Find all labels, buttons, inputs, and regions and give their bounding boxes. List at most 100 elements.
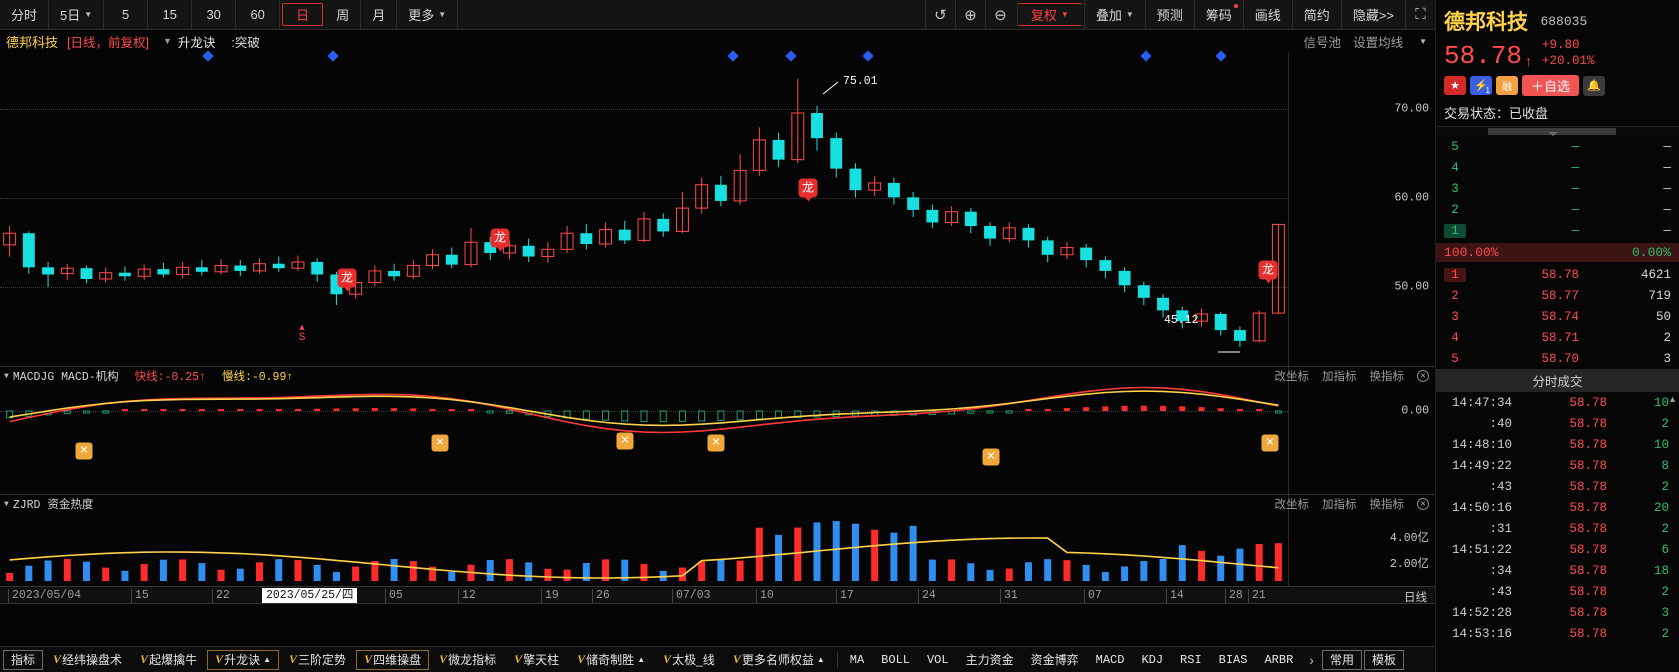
buy-order-row[interactable]: 4 58.71 2 <box>1444 327 1671 348</box>
zjrd-change-axis-button[interactable]: 改坐标 <box>1274 499 1310 512</box>
indicator-tab-9[interactable]: ARBR <box>1264 652 1294 667</box>
tick-row: 14:53:16 58.78 2 <box>1436 623 1679 644</box>
strategy-tab-3[interactable]: V 三阶定势 <box>281 650 354 670</box>
scroll-up-icon[interactable]: ▲ <box>1668 394 1677 405</box>
quote-price-row: 58.78 ↑ +9.80 +20.01% <box>1436 36 1679 69</box>
v-icon: V <box>289 652 298 666</box>
period-5day[interactable]: 5日 ▼ <box>49 0 105 29</box>
template-button[interactable]: 模板 <box>1363 649 1404 670</box>
strategy-tab-1[interactable]: V 起爆擒牛 <box>132 650 205 670</box>
period-week[interactable]: 周 <box>325 0 362 29</box>
strategy-tab-6[interactable]: V 擎天柱 <box>506 650 567 670</box>
period-month-label: 月 <box>372 8 386 23</box>
forecast-button[interactable]: 预测 <box>1144 0 1194 29</box>
quote-change-group: +9.80 +20.01% <box>1542 38 1595 69</box>
chevron-down-icon[interactable]: ▼ <box>1419 36 1427 46</box>
period-15min[interactable]: 15 <box>148 0 193 29</box>
strategy-tab-5[interactable]: V 微龙指标 <box>431 650 504 670</box>
indicator-button[interactable]: 指标 <box>3 649 44 670</box>
tick-volume: 10 <box>1653 395 1669 410</box>
strategy-tab-8[interactable]: V 太极_线 <box>655 650 723 670</box>
indicator-tab-6[interactable]: KDJ <box>1141 652 1164 667</box>
tick-price: 58.78 <box>1569 605 1607 620</box>
macd-switch-indicator-button[interactable]: 换指标 <box>1369 371 1405 384</box>
fullscreen-icon[interactable]: ⛶ <box>1405 0 1435 29</box>
strategy-tab-9[interactable]: V 更多名师权益 ▲ <box>725 650 833 670</box>
draw-line-button[interactable]: 画线 <box>1242 0 1292 29</box>
strategy-tab-7[interactable]: V 储奇制胜 ▲ <box>569 650 653 670</box>
hide-button[interactable]: 隐藏>> <box>1340 0 1405 29</box>
indicator-tab-5[interactable]: MACD <box>1095 652 1125 667</box>
overlay-button[interactable]: 叠加 ▼ <box>1083 0 1145 29</box>
sell-order-row[interactable]: 5 — — <box>1444 136 1671 157</box>
indicator-tab-4[interactable]: 资金博弈 <box>1030 653 1079 667</box>
close-icon[interactable]: ✕ <box>1417 498 1429 510</box>
strategy-tab-2[interactable]: V 升龙诀 ▲ <box>207 649 280 670</box>
zjrd-pane-body: 4.00亿 2.00亿 <box>0 495 1435 586</box>
macd-cross-marker-4: ✕ <box>982 448 1000 466</box>
adjust-price-button[interactable]: 复权 ▼ <box>1016 3 1082 26</box>
macd-pane-controls: 改坐标 加指标 换指标 ✕ <box>1275 368 1436 384</box>
sell-order-row[interactable]: 1 — — <box>1444 220 1671 241</box>
period-fenshi[interactable]: 分时 <box>0 0 50 29</box>
period-5min[interactable]: 5 <box>104 0 149 29</box>
period-month[interactable]: 月 <box>361 0 398 29</box>
macd-cross-marker-0: ✕ <box>75 442 93 460</box>
period-more[interactable]: 更多 ▼ <box>397 0 459 29</box>
period-day[interactable]: 日 <box>282 3 324 26</box>
close-icon[interactable]: ✕ <box>1417 370 1429 382</box>
period-week-label: 周 <box>336 8 350 23</box>
strategy-tab-label: 起爆擒牛 <box>149 653 198 667</box>
sell-price: — <box>1571 181 1579 196</box>
set-ma-button[interactable]: 设置均线 <box>1353 35 1404 50</box>
sell-order-row[interactable]: 2 — — <box>1444 199 1671 220</box>
buy-order-row[interactable]: 2 58.77 719 <box>1444 285 1671 306</box>
macd-axis-separator <box>1288 367 1289 494</box>
indicator-tab-8[interactable]: BIAS <box>1218 652 1248 667</box>
depth-slider-fill <box>1488 128 1616 136</box>
macd-change-axis-button[interactable]: 改坐标 <box>1274 371 1310 384</box>
period-60min[interactable]: 60 <box>236 0 281 29</box>
indicator-tab-2[interactable]: VOL <box>926 652 949 667</box>
chevron-down-icon[interactable]: ▼ <box>162 36 172 46</box>
tick-time: :31 <box>1489 521 1512 536</box>
scroll-right-icon[interactable]: › <box>1309 651 1314 668</box>
strategy-tab-4[interactable]: V 四维操盘 <box>356 649 430 670</box>
indicator-tab-3[interactable]: 主力资金 <box>965 653 1014 667</box>
period-30min[interactable]: 30 <box>192 0 237 29</box>
buy-order-row[interactable]: 5 58.70 3 <box>1444 348 1671 369</box>
buy-volume: 3 <box>1663 351 1671 366</box>
add-watchlist-button[interactable]: ＋自选 <box>1522 75 1580 97</box>
sell-order-row[interactable]: 3 — — <box>1444 178 1671 199</box>
common-button[interactable]: 常用 <box>1321 649 1362 670</box>
peak-price-label: 75.01 <box>843 75 878 88</box>
macd-add-indicator-button[interactable]: 加指标 <box>1322 371 1357 384</box>
indicator-tab-7[interactable]: RSI <box>1180 652 1202 667</box>
zoom-out-icon[interactable]: ⊖ <box>984 0 1015 29</box>
strategy-tab-label: 升龙诀 <box>224 653 261 667</box>
quote-header: 德邦科技 688035 <box>1436 0 1679 36</box>
price-pane: 70.00 60.00 50.00 75.01 45.12 ▲ S 龙龙龙龙 <box>0 50 1435 366</box>
tick-volume: 20 <box>1653 500 1669 515</box>
sell-order-row[interactable]: 4 — — <box>1444 157 1671 178</box>
chart-kline-mode: [日线，前复权] <box>67 35 149 50</box>
zjrd-switch-indicator-button[interactable]: 换指标 <box>1369 499 1405 512</box>
strategy-tab-0[interactable]: V 经纬操盘术 <box>45 650 130 670</box>
tick-list[interactable]: ▲ 14:47:34 58.78 10:40 58.78 2 14:48:10 58.78 1… <box>1436 392 1679 644</box>
indicator-tab-1[interactable]: BOLL <box>881 652 910 667</box>
chips-button[interactable]: 筹码 <box>1193 0 1243 29</box>
lightning-icon[interactable]: ⚡ 1 <box>1470 76 1492 96</box>
zjrd-add-indicator-button[interactable]: 加指标 <box>1322 499 1357 512</box>
indicator-tab-0[interactable]: MA <box>849 652 865 667</box>
tick-volume: 10 <box>1653 437 1669 452</box>
depth-slider[interactable] <box>1436 127 1679 137</box>
zoom-in-icon[interactable]: ⊕ <box>954 0 985 29</box>
buy-order-row[interactable]: 1 58.78 4621 <box>1444 264 1671 285</box>
signal-pool-button[interactable]: 信号池 <box>1303 35 1342 50</box>
buy-level: 5 <box>1451 351 1459 366</box>
v-icon: V <box>364 652 373 666</box>
buy-order-row[interactable]: 3 58.74 50 <box>1444 306 1671 327</box>
simple-view-button[interactable]: 简约 <box>1291 0 1341 29</box>
undo-icon[interactable]: ↺ <box>924 0 955 29</box>
bell-icon[interactable]: 🔔 <box>1583 75 1606 96</box>
